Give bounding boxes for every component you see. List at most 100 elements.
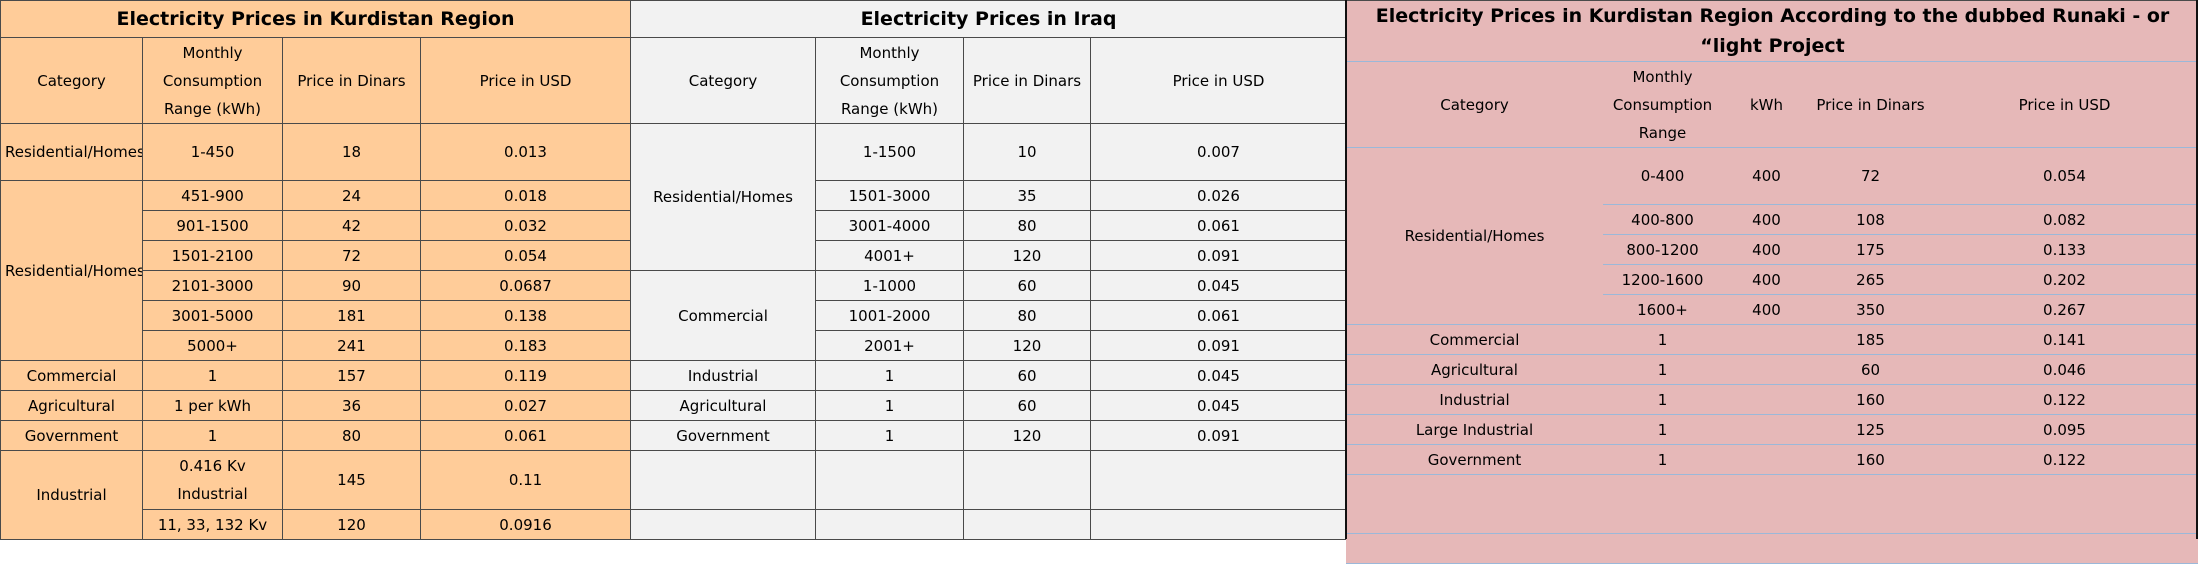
cell-kwh <box>1723 385 1811 415</box>
table-row: Government 1 160 0.122 <box>1347 445 2198 475</box>
cell-dinars: 60 <box>1811 355 1931 385</box>
cell-category: Industrial <box>631 361 816 391</box>
cell-range: 400-800 <box>1603 205 1723 235</box>
iraq-prices-table: Electricity Prices in Iraq Category Mont… <box>630 0 1347 540</box>
cell-range: 3001-4000 <box>816 211 964 241</box>
header-consumption-range: Monthly Consumption Range (kWh) <box>143 38 283 124</box>
table-row: Government 1 80 0.061 <box>1 421 631 451</box>
cell-category: Government <box>1347 445 1603 475</box>
table-row: Industrial 1 60 0.045 <box>631 361 1347 391</box>
cell-usd: 0.11 <box>421 451 631 510</box>
cell-range: 1 <box>143 421 283 451</box>
cell-usd: 0.141 <box>1931 325 2198 355</box>
table-row: Residential/Homes 1-450 18 0.013 <box>1 124 631 181</box>
empty-cell <box>1603 475 1723 534</box>
cell-kwh: 400 <box>1723 265 1811 295</box>
empty-cell <box>1723 534 1811 564</box>
cell-kwh: 400 <box>1723 235 1811 265</box>
cell-usd: 0.0687 <box>421 271 631 301</box>
cell-dinars: 120 <box>964 331 1091 361</box>
empty-cell <box>1603 534 1723 564</box>
cell-dinars: 181 <box>283 301 421 331</box>
cell-dinars: 10 <box>964 124 1091 181</box>
cell-range: 1 <box>816 391 964 421</box>
table-title: Electricity Prices in Kurdistan Region A… <box>1347 1 2198 62</box>
cell-range: 1 <box>816 421 964 451</box>
cell-usd: 0.046 <box>1931 355 2198 385</box>
cell-category: Government <box>1 421 143 451</box>
table-row: Government 1 120 0.091 <box>631 421 1347 451</box>
cell-dinars: 145 <box>283 451 421 510</box>
header-price-dinars: Price in Dinars <box>283 38 421 124</box>
cell-dinars: 80 <box>964 211 1091 241</box>
cell-range: 1600+ <box>1603 295 1723 325</box>
cell-usd: 0.061 <box>421 421 631 451</box>
cell-category: Industrial <box>1 451 143 540</box>
cell-category: Agricultural <box>1 391 143 421</box>
cell-category: Government <box>631 421 816 451</box>
cell-dinars: 36 <box>283 391 421 421</box>
cell-usd: 0.091 <box>1091 241 1347 271</box>
cell-usd: 0.267 <box>1931 295 2198 325</box>
cell-range: 1-1500 <box>816 124 964 181</box>
cell-category: Commercial <box>1347 325 1603 355</box>
cell-kwh: 400 <box>1723 205 1811 235</box>
table-row: Industrial 1 160 0.122 <box>1347 385 2198 415</box>
cell-range: 1501-3000 <box>816 181 964 211</box>
cell-dinars: 175 <box>1811 235 1931 265</box>
cell-category: Commercial <box>631 271 816 361</box>
table-row: Commercial 1 157 0.119 <box>1 361 631 391</box>
cell-dinars: 24 <box>283 181 421 211</box>
cell-range: 0.416 Kv Industrial <box>143 451 283 510</box>
empty-cell <box>1931 534 2198 564</box>
table-row: Agricultural 1 60 0.046 <box>1347 355 2198 385</box>
table-title: Electricity Prices in Iraq <box>631 1 1347 38</box>
cell-usd: 0.119 <box>421 361 631 391</box>
cell-range: 1-450 <box>143 124 283 181</box>
table-title: Electricity Prices in Kurdistan Region <box>1 1 631 38</box>
cell-usd: 0.054 <box>1931 148 2198 205</box>
table-row: Residential/Homes 1-1500 10 0.007 <box>631 124 1347 181</box>
cell-usd: 0.026 <box>1091 181 1347 211</box>
cell-dinars: 241 <box>283 331 421 361</box>
cell-range: 1 <box>143 361 283 391</box>
cell-range: 1 per kWh <box>143 391 283 421</box>
cell-range: 1 <box>816 361 964 391</box>
header-price-usd: Price in USD <box>421 38 631 124</box>
cell-dinars: 120 <box>283 510 421 540</box>
cell-usd: 0.061 <box>1091 301 1347 331</box>
cell-range: 1-1000 <box>816 271 964 301</box>
empty-cell <box>1091 510 1347 540</box>
cell-range: 1 <box>1603 415 1723 445</box>
cell-dinars: 18 <box>283 124 421 181</box>
cell-kwh: 400 <box>1723 295 1811 325</box>
cell-range: 2101-3000 <box>143 271 283 301</box>
empty-cell <box>1723 475 1811 534</box>
empty-cell <box>1091 451 1347 510</box>
cell-usd: 0.091 <box>1091 421 1347 451</box>
cell-kwh <box>1723 355 1811 385</box>
cell-range: 1 <box>1603 325 1723 355</box>
header-kwh: kWh <box>1723 62 1811 148</box>
cell-kwh <box>1723 325 1811 355</box>
cell-usd: 0.202 <box>1931 265 2198 295</box>
cell-usd: 0.018 <box>421 181 631 211</box>
cell-dinars: 265 <box>1811 265 1931 295</box>
cell-dinars: 42 <box>283 211 421 241</box>
table-row: Commercial 1-1000 60 0.045 <box>631 271 1347 301</box>
header-category: Category <box>1 38 143 124</box>
cell-category: Residential/Homes <box>1 124 143 181</box>
table-row: Large Industrial 1 125 0.095 <box>1347 415 2198 445</box>
cell-range: 800-1200 <box>1603 235 1723 265</box>
table-row <box>1347 475 2198 534</box>
table-divider <box>1345 0 1347 539</box>
table-row: Residential/Homes 451-900 24 0.018 <box>1 181 631 211</box>
header-price-usd: Price in USD <box>1091 38 1347 124</box>
cell-range: 5000+ <box>143 331 283 361</box>
empty-cell <box>1931 475 2198 534</box>
cell-range: 1200-1600 <box>1603 265 1723 295</box>
cell-usd: 0.183 <box>421 331 631 361</box>
cell-range: 901-1500 <box>143 211 283 241</box>
cell-category: Residential/Homes <box>1 181 143 361</box>
header-category: Category <box>631 38 816 124</box>
